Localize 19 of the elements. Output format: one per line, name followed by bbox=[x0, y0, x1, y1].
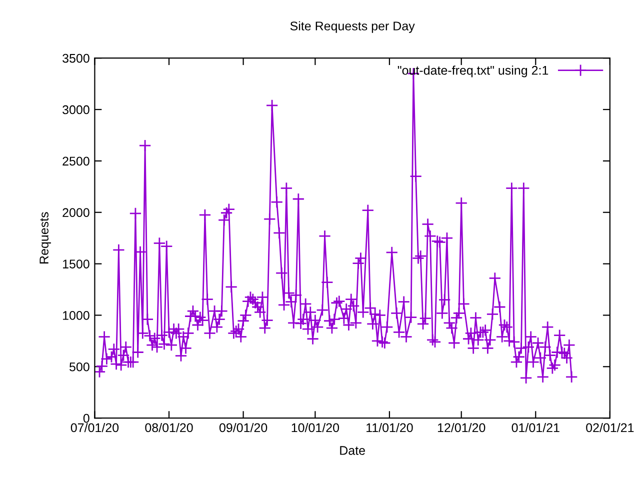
y-axis-title: Requests bbox=[40, 212, 51, 264]
y-tick-label: 0 bbox=[83, 414, 90, 423]
y-tick-label: 3500 bbox=[62, 54, 90, 63]
x-tick-label: 10/01/20 bbox=[292, 422, 340, 432]
x-tick-label: 12/01/20 bbox=[438, 422, 486, 432]
chart-title: Site Requests per Day bbox=[290, 21, 415, 33]
x-tick-label: 01/01/21 bbox=[512, 422, 560, 432]
y-tick-label: 2500 bbox=[62, 156, 90, 166]
y-tick-label: 1000 bbox=[63, 311, 90, 320]
x-tick-label: 08/01/20 bbox=[145, 422, 193, 432]
y-tick-label: 2000 bbox=[62, 208, 90, 218]
x-tick-label: 07/01/20 bbox=[70, 422, 119, 432]
x-tick-label: 11/01/20 bbox=[366, 422, 413, 432]
x-axis-title: Date bbox=[340, 446, 365, 455]
y-tick-label: 3000 bbox=[62, 105, 90, 114]
x-tick-label: 02/01/21 bbox=[586, 422, 634, 432]
y-tick-label: 500 bbox=[70, 362, 90, 372]
y-tick-label: 1500 bbox=[63, 260, 90, 268]
x-tick-label: 09/01/20 bbox=[219, 422, 268, 432]
